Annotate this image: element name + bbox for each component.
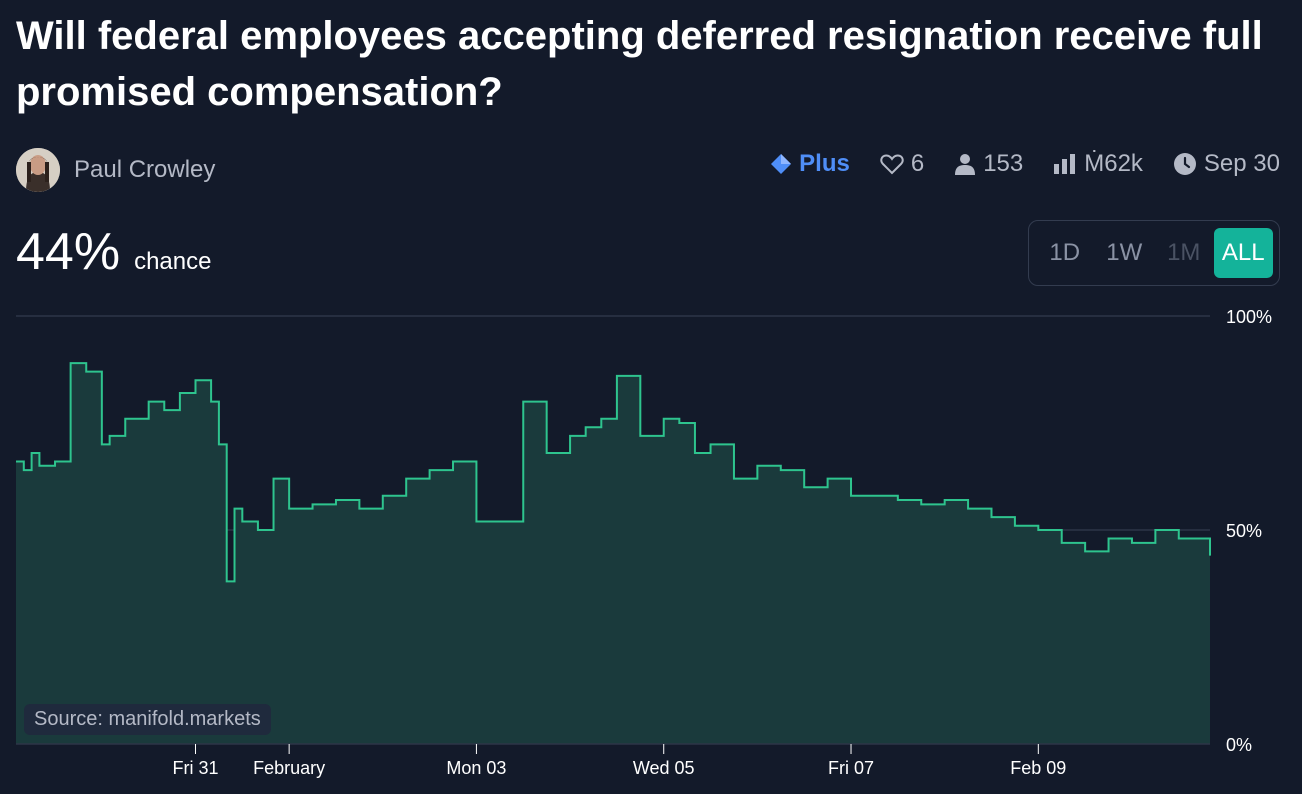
likes-count: 6 (910, 150, 925, 177)
x-tick-label: Mon 03 (446, 758, 506, 778)
close-date: Sep 30 (1203, 150, 1280, 177)
market-meta: Plus 6 153 Ṁ62k Sep 30 (770, 150, 1280, 178)
x-tick-label: Fri 31 (172, 758, 218, 778)
x-tick-label: Wed 05 (633, 758, 695, 778)
diamond-icon (771, 154, 792, 174)
series-area (16, 363, 1210, 744)
x-tick-label: Feb 09 (1010, 758, 1066, 778)
likes-button[interactable]: 6 (880, 150, 924, 178)
heart-icon (880, 154, 904, 175)
volume-value: Ṁ62k (1084, 150, 1143, 177)
author-name[interactable]: Paul Crowley (74, 156, 216, 183)
x-tick-label: February (253, 758, 325, 778)
traders-count-item[interactable]: 153 (954, 150, 1023, 178)
clock-icon (1173, 153, 1196, 175)
range-1m-button[interactable]: 1M (1167, 239, 1201, 266)
y-tick-label: 100% (1226, 307, 1272, 327)
source-label[interactable]: Source: manifold.markets (24, 704, 271, 735)
plus-badge[interactable]: Plus (770, 150, 850, 178)
volume-item[interactable]: Ṁ62k (1053, 150, 1143, 178)
probability-label: chance (134, 248, 212, 275)
y-tick-label: 0% (1226, 735, 1252, 755)
probability-chart[interactable]: 100% 50% 0% Fri 31 February Mon 03 Wed 05 Fri 0… (0, 300, 1302, 794)
bar-chart-icon (1054, 154, 1076, 174)
traders-count: 153 (983, 150, 1024, 177)
plus-label: Plus (799, 150, 850, 177)
y-tick-label: 50% (1226, 521, 1262, 541)
avatar-photo-icon (16, 148, 60, 192)
avatar[interactable] (16, 148, 60, 192)
probability-value: 44% (16, 223, 121, 281)
probability-display: 44% chance (16, 222, 211, 282)
x-tick-label: Fri 07 (828, 758, 874, 778)
time-range-selector: 1D 1W 1M ALL (1028, 220, 1280, 286)
range-1d-button[interactable]: 1D (1049, 239, 1081, 266)
close-date-item[interactable]: Sep 30 (1173, 150, 1280, 178)
range-1w-button[interactable]: 1W (1106, 239, 1143, 266)
user-icon (955, 154, 976, 175)
range-all-button[interactable]: ALL (1213, 228, 1273, 278)
series-line (16, 362, 1211, 583)
author[interactable]: Paul Crowley (16, 148, 215, 192)
market-title: Will federal employees accepting deferre… (16, 14, 1263, 114)
